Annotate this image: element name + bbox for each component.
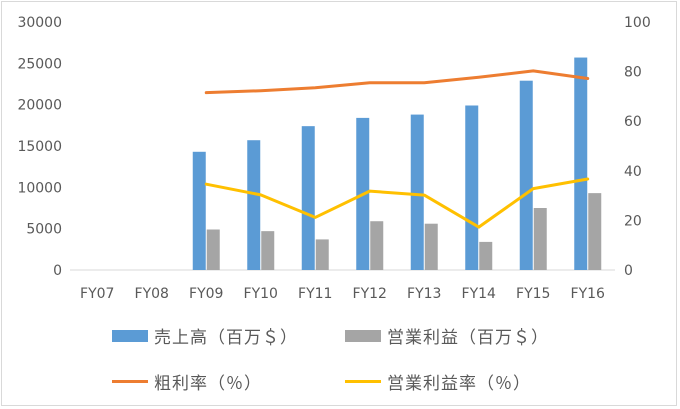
bar-sales xyxy=(574,57,588,271)
x-tick-label: FY09 xyxy=(189,286,223,302)
y-left-tick-label: 30000 xyxy=(17,15,62,31)
bar-operating-profit xyxy=(315,239,329,270)
line-gross-margin xyxy=(204,69,590,95)
y-left-tick-label: 15000 xyxy=(17,139,62,155)
bar-operating-profit xyxy=(261,231,275,270)
y-right-tick-label: 100 xyxy=(624,15,651,31)
y-right-tick-label: 60 xyxy=(624,114,642,130)
y-right-tick-label: 80 xyxy=(624,65,642,81)
bar-sales xyxy=(192,151,206,270)
x-tick-label: FY14 xyxy=(462,286,497,302)
y-right-tick-label: 20 xyxy=(624,213,642,229)
bar-operating-profit xyxy=(424,223,438,270)
y-left-tick-label: 25000 xyxy=(17,56,62,72)
x-tick-label: FY08 xyxy=(135,286,169,302)
y-left-tick-label: 20000 xyxy=(17,98,62,114)
line-operating-margin xyxy=(204,177,590,229)
bar-operating-profit xyxy=(370,221,384,270)
x-tick-label: FY12 xyxy=(353,286,387,302)
bar-sales xyxy=(247,140,261,270)
bar-sales xyxy=(519,80,533,271)
x-tick-label: FY13 xyxy=(407,286,441,302)
y-left-tick-label: 10000 xyxy=(17,180,62,196)
y-right-tick-label: 0 xyxy=(624,263,633,279)
y-right-tick-label: 40 xyxy=(624,164,642,180)
bar-operating-profit xyxy=(206,229,220,270)
bar-sales xyxy=(410,114,424,270)
bar-sales xyxy=(465,105,479,270)
x-tick-label: FY07 xyxy=(80,286,114,302)
bar-operating-profit xyxy=(479,241,493,270)
y-left-tick-label: 5000 xyxy=(26,222,62,238)
bar-operating-profit xyxy=(533,208,547,270)
bar-sales xyxy=(301,126,315,270)
x-tick-label: FY15 xyxy=(516,286,550,302)
x-tick-label: FY16 xyxy=(571,286,606,302)
y-left-tick-label: 0 xyxy=(53,263,62,279)
x-tick-label: FY10 xyxy=(244,286,278,302)
bar-operating-profit xyxy=(588,193,602,270)
x-tick-label: FY11 xyxy=(298,286,332,302)
